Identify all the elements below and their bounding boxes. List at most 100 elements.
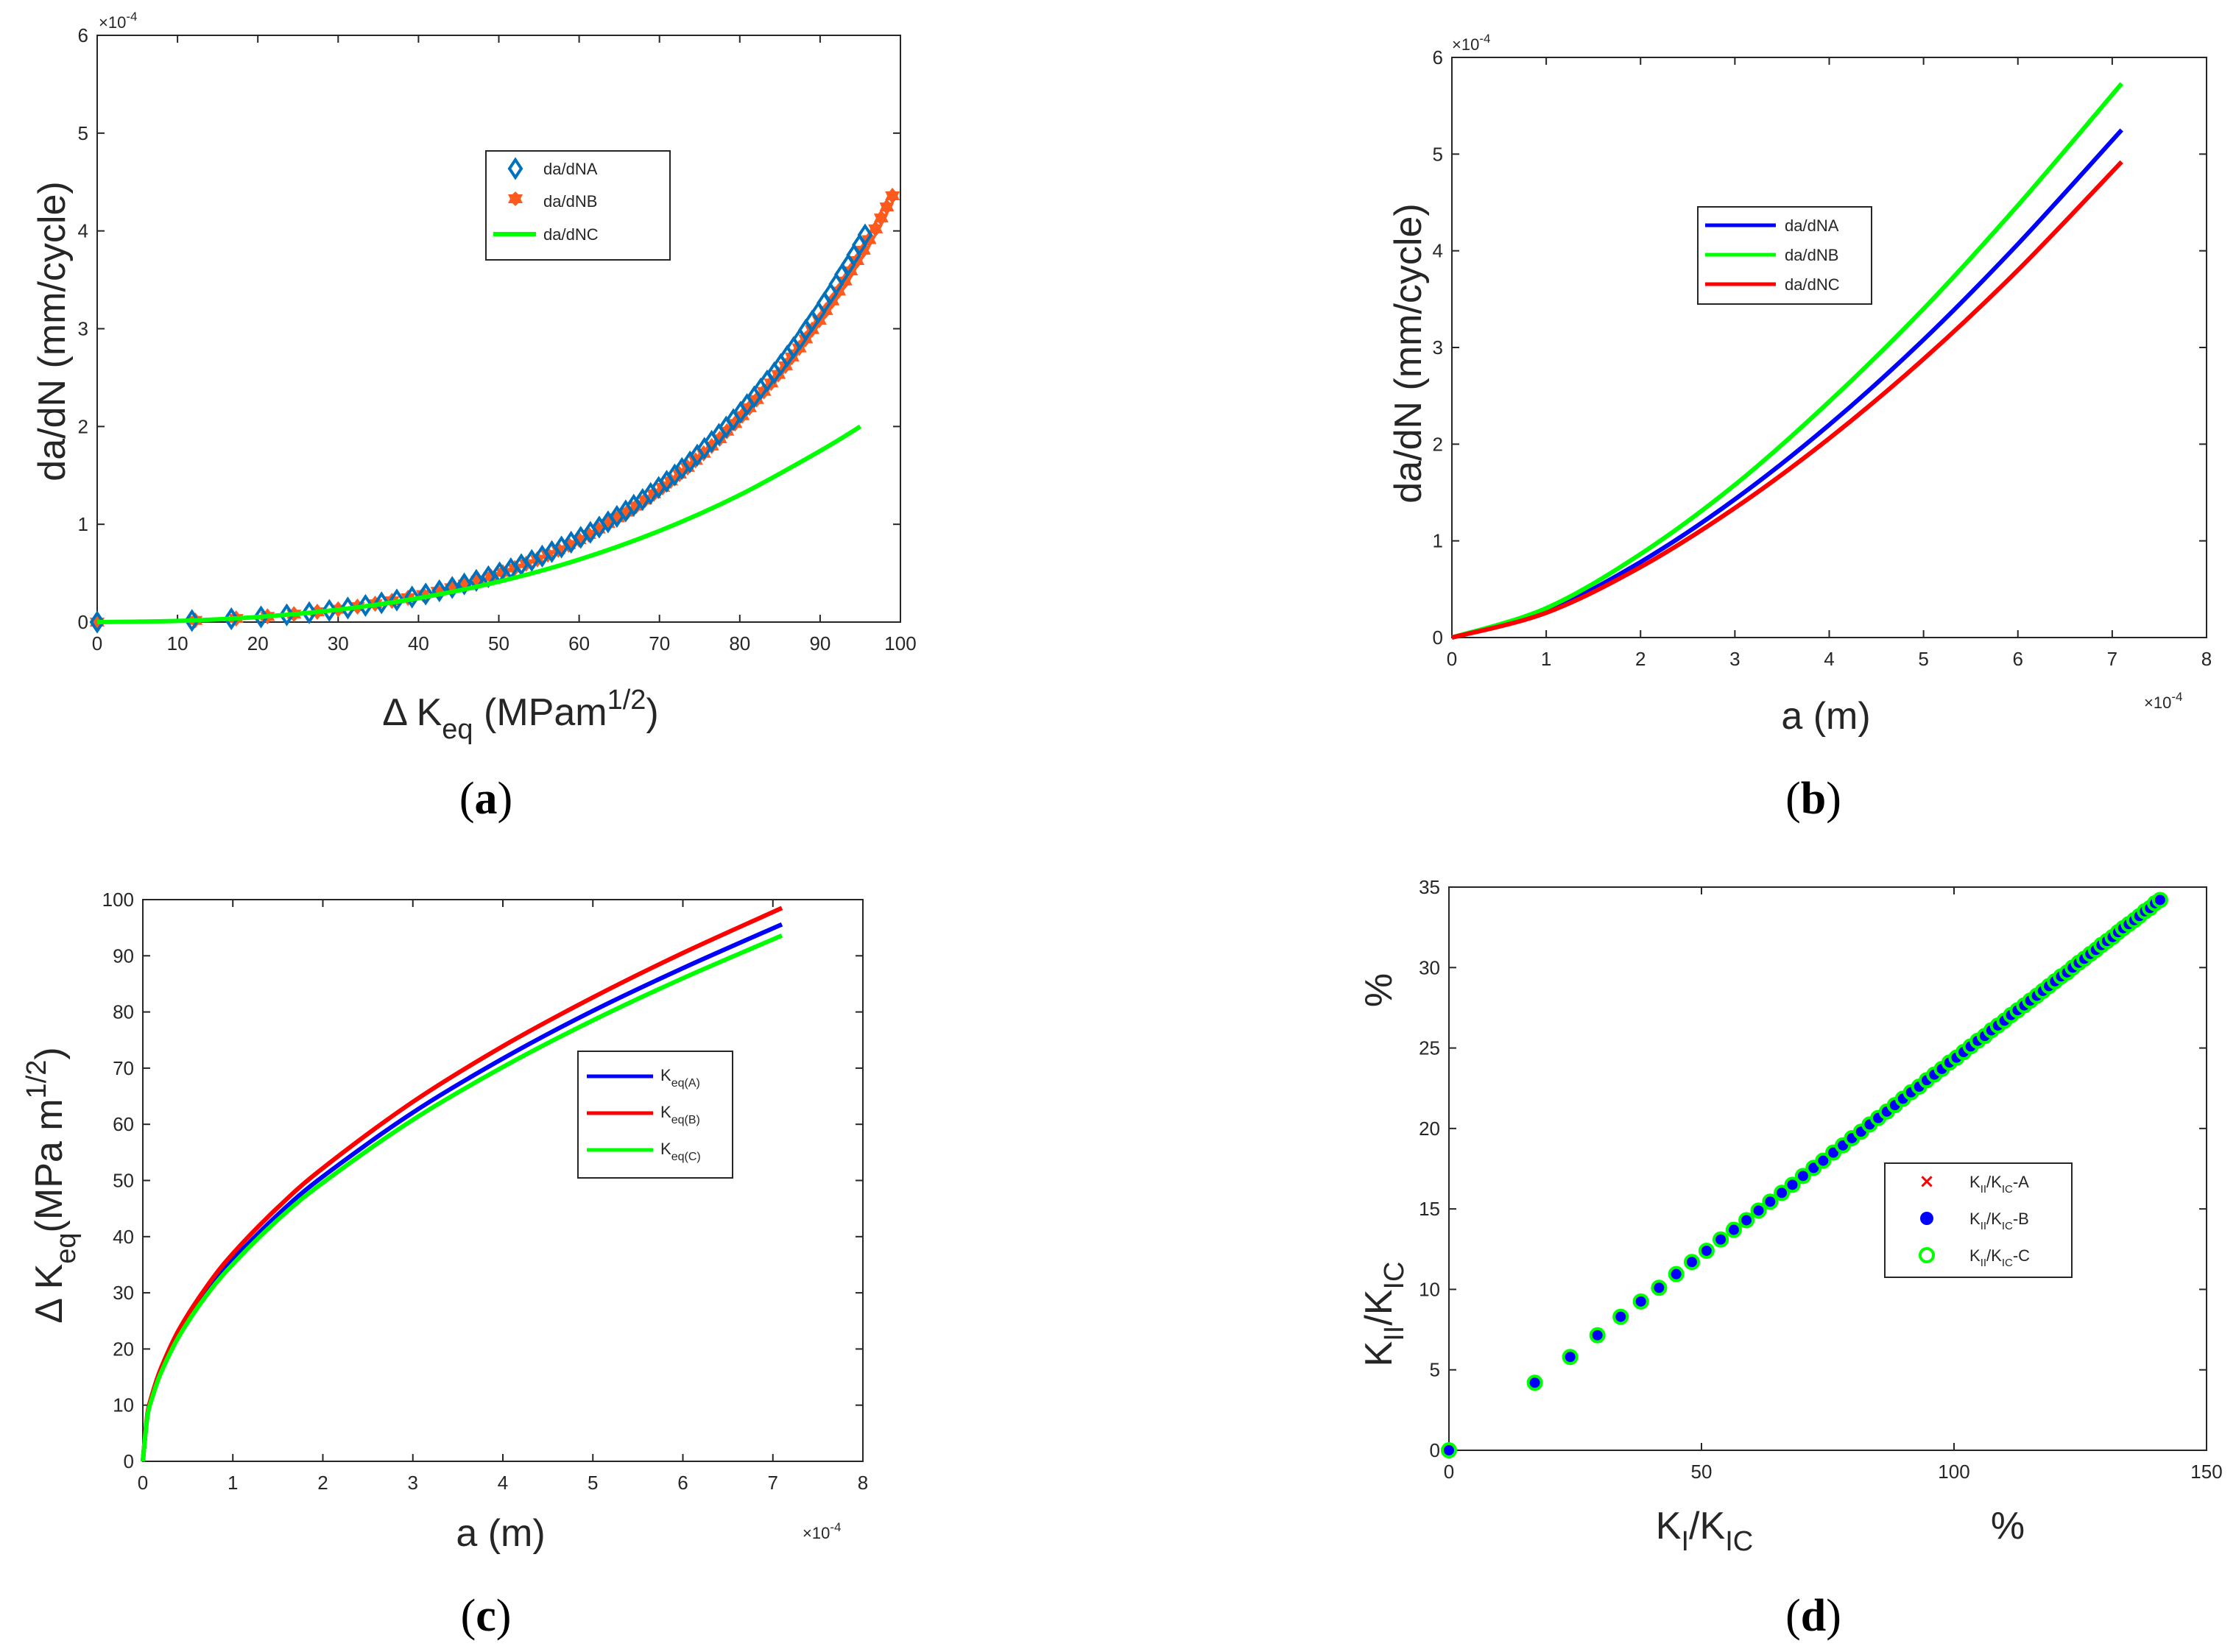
- data-point-open-circle: [1698, 1242, 1715, 1259]
- panel-b-data: [1451, 82, 2123, 640]
- data-point-dadna: [857, 223, 873, 247]
- y-tick-label: 35: [1419, 876, 1440, 898]
- data-point-open-circle: [1713, 1231, 1729, 1248]
- panel-a: 0 10 20 30 40 50 60 70 80 90 100 0 1 2 3 4 5 6 ×10-4 da/d…: [31, 10, 917, 824]
- panel-d-y-label: KII/KIC: [1358, 1262, 1410, 1367]
- data-point-filled-circle: [1685, 1256, 1698, 1268]
- panel-c-caption: (c): [461, 1591, 512, 1641]
- data-point-open-circle: [1725, 1221, 1742, 1238]
- y-tick-label: 20: [113, 1338, 134, 1360]
- x-tick-label: 8: [2201, 648, 2212, 670]
- y-tick-label: 100: [102, 889, 134, 911]
- data-point-open-circle: [1589, 1327, 1606, 1344]
- y-tick-label: 6: [1433, 46, 1443, 68]
- x-tick-label: 80: [729, 632, 750, 654]
- y-tick-label: 90: [113, 945, 134, 967]
- data-point-dadna: [89, 610, 105, 634]
- plot-box: [142, 899, 864, 1462]
- x-tick-label: 20: [247, 632, 269, 654]
- x-tick-label: 5: [588, 1472, 598, 1494]
- y-tick-label: 10: [1419, 1278, 1440, 1300]
- panel-b-y-label: da/dN (mm/cycle): [1387, 203, 1430, 503]
- y-tick-label: 1: [78, 513, 88, 535]
- panel-b: 0 1 2 3 4 5 6 7 8 0 1 2 3 4 5 6 ×10-4 ×10-4 da/dN (mm/c…: [1387, 32, 2212, 824]
- data-point-open-circle: [1815, 1152, 1832, 1169]
- data-point-filled-circle: [1615, 1310, 1627, 1323]
- x-tick-label: 40: [408, 632, 429, 654]
- data-point-dadnb: [873, 210, 889, 227]
- legend-label-b3: da/dNC: [1785, 275, 1840, 294]
- y-tick-label: 10: [113, 1394, 134, 1416]
- x-tick-label: 0: [138, 1472, 148, 1494]
- panel-b-x-exponent: ×10-4: [2144, 690, 2182, 712]
- legend-label-c1: Keq(A): [660, 1066, 700, 1090]
- x-tick-label: 4: [498, 1472, 508, 1494]
- y-tick-label: 0: [124, 1450, 134, 1472]
- x-tick-label: 0: [1447, 648, 1457, 670]
- data-point-filled-circle: [1591, 1329, 1604, 1341]
- x-tick-label: 0: [1444, 1461, 1454, 1483]
- data-point-dadna: [357, 593, 373, 618]
- legend-label-b1: da/dNA: [1785, 216, 1839, 235]
- y-tick-label: 6: [78, 24, 88, 46]
- x-tick-label: 7: [768, 1472, 778, 1494]
- data-point-filled-circle: [1715, 1233, 1727, 1246]
- data-point-dadna: [431, 579, 448, 603]
- legend-label-d1: KII/KIC-A: [1969, 1173, 2029, 1196]
- panel-a-axes: 0 10 20 30 40 50 60 70 80 90 100 0 1 2 3 4 5 6: [78, 24, 917, 654]
- y-tick-label: 70: [113, 1057, 134, 1079]
- x-tick-label: 60: [568, 632, 590, 654]
- legend-filled-circle-marker: [1920, 1212, 1933, 1225]
- legend-label-d3: KII/KIC-C: [1969, 1246, 2030, 1269]
- y-tick-label: 2: [78, 415, 88, 437]
- y-tick-label: 30: [113, 1282, 134, 1304]
- y-tick-label: 5: [1430, 1359, 1440, 1381]
- legend-label-c2: Keq(B): [660, 1103, 700, 1126]
- x-tick-label: 100: [1938, 1461, 1969, 1483]
- y-tick-label: 3: [1433, 336, 1443, 359]
- data-point-open-circle: [1762, 1193, 1779, 1210]
- panel-a-data: [89, 187, 900, 634]
- y-tick-label: 4: [1433, 240, 1443, 262]
- data-point-filled-circle: [1752, 1204, 1765, 1217]
- legend-open-circle-marker: [1919, 1247, 1935, 1263]
- y-tick-label: 15: [1419, 1198, 1440, 1220]
- x-tick-label: 90: [809, 632, 830, 654]
- data-point-filled-circle: [1670, 1268, 1682, 1280]
- data-point-dadna: [253, 605, 269, 629]
- x-tick-label: 0: [92, 632, 102, 654]
- legend-label-c3: Keq(C): [660, 1140, 701, 1163]
- data-point-filled-circle: [1700, 1244, 1713, 1257]
- panel-d-x-pct: %: [1991, 1505, 2025, 1547]
- data-point-dadna: [321, 599, 337, 622]
- y-tick-label: 0: [78, 611, 88, 633]
- legend-label-a2: da/dNB: [543, 192, 597, 211]
- data-point-dadnb: [868, 220, 884, 237]
- data-point-open-circle: [1738, 1212, 1755, 1229]
- data-point-filled-circle: [1741, 1214, 1753, 1226]
- series-line-b3: [1451, 160, 2123, 640]
- panel-d-legend: × KII/KIC-A KII/KIC-B KII/KIC-C: [1884, 1162, 2073, 1278]
- panel-d-caption: (d): [1785, 1591, 1841, 1641]
- data-point-filled-circle: [2154, 894, 2166, 906]
- panel-b-x-label: a (m): [1781, 695, 1870, 738]
- data-point-filled-circle: [1528, 1377, 1541, 1389]
- data-point-dadna: [301, 601, 317, 624]
- data-point-dadna: [339, 596, 356, 620]
- y-tick-label: 60: [113, 1113, 134, 1135]
- data-point-open-circle: [1784, 1176, 1801, 1193]
- y-tick-label: 40: [113, 1226, 134, 1248]
- data-point-open-circle: [1683, 1254, 1700, 1271]
- x-tick-label: 8: [858, 1472, 868, 1494]
- panel-a-y-exponent: ×10-4: [99, 10, 137, 32]
- panel-d-data: ××××××××××××××××××××××××××××××××××××××××…: [1441, 889, 2168, 1461]
- y-tick-label: 30: [1419, 956, 1440, 978]
- panel-a-caption: (a): [459, 774, 512, 824]
- x-tick-label: 4: [1824, 648, 1834, 670]
- x-tick-label: 2: [1635, 648, 1646, 670]
- panel-c-data: [141, 906, 783, 1462]
- x-tick-label: 7: [2107, 648, 2117, 670]
- series-line-c3: [141, 933, 783, 1462]
